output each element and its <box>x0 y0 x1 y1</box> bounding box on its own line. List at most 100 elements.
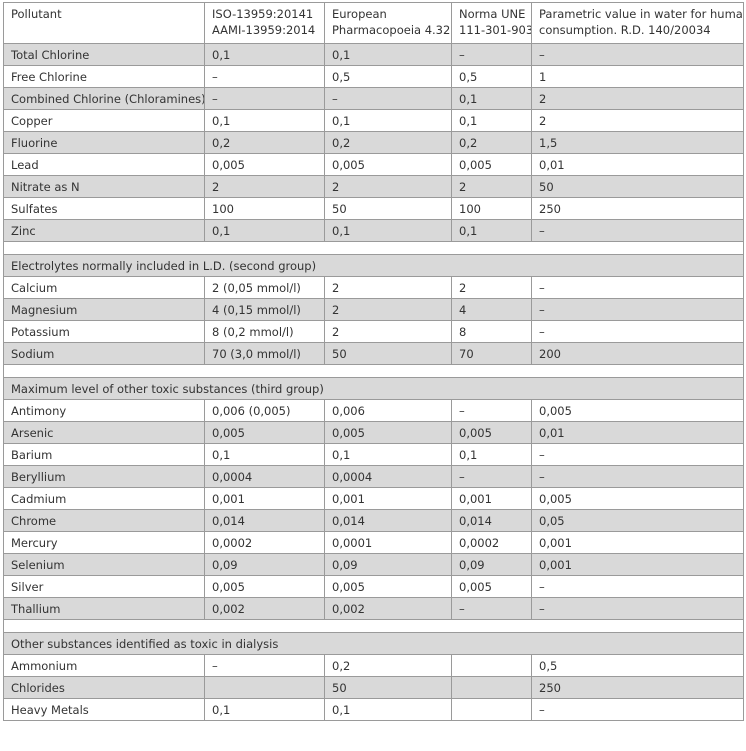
table-cell: 0,005 <box>204 153 325 176</box>
table-cell: – <box>451 43 532 66</box>
spacer-cell <box>531 619 744 633</box>
table-cell: 0,2 <box>324 131 452 154</box>
table-cell: 0,0004 <box>324 465 452 488</box>
table-cell: 2 <box>324 276 452 299</box>
section-title: Other substances identified as toxic in … <box>3 632 744 655</box>
spacer-cell <box>204 619 325 633</box>
table-cell: 0,001 <box>451 487 532 510</box>
table-cell: 250 <box>531 676 744 699</box>
table-cell: 2 (0,05 mmol/l) <box>204 276 325 299</box>
header-line: Parametric value in water for human <box>539 7 744 21</box>
table-cell: – <box>324 87 452 110</box>
table-cell: 0,0002 <box>204 531 325 554</box>
table-cell: – <box>531 575 744 598</box>
table-cell: Mercury <box>3 531 205 554</box>
header-cell: ISO-13959:20141 AAMI-13959:2014 <box>204 2 325 44</box>
table-cell: Cadmium <box>3 487 205 510</box>
table-cell: 250 <box>531 197 744 220</box>
table-row: Calcium 2 (0,05 mmol/l) 2 2– <box>3 276 744 299</box>
table-cell: 0,0001 <box>324 531 452 554</box>
header-line: AAMI-13959:2014 <box>212 23 316 37</box>
table-cell: Thallium <box>3 597 205 620</box>
table-cell: 50 <box>531 175 744 198</box>
table-cell: 2 <box>324 175 452 198</box>
spacer-cell <box>3 241 205 255</box>
table-cell: – <box>531 43 744 66</box>
table-cell: 70 <box>451 342 532 365</box>
table-cell: 0,005 <box>204 421 325 444</box>
table-cell: 2 <box>451 175 532 198</box>
spacer-cell <box>324 241 452 255</box>
table-cell: Free Chlorine <box>3 65 205 88</box>
table-cell: 0,1 <box>204 443 325 466</box>
table-cell: Silver <box>3 575 205 598</box>
table-cell: – <box>531 465 744 488</box>
table-row: Silver 0,005 0,005 0,005– <box>3 575 744 598</box>
table-cell: 0,01 <box>531 421 744 444</box>
section-title-row: Electrolytes normally included in L.D. (… <box>3 254 744 277</box>
table-cell: 0,2 <box>324 654 452 677</box>
table-row: Nitrate as N 2 2 2 50 <box>3 175 744 198</box>
table-cell: 50 <box>324 676 452 699</box>
table-cell: 200 <box>531 342 744 365</box>
table-row: Sulfates 100 50 100 250 <box>3 197 744 220</box>
table-cell <box>451 654 532 677</box>
table-cell: – <box>451 465 532 488</box>
table-cell: 0,1 <box>451 109 532 132</box>
table-row: Copper 0,1 0,1 0,1 2 <box>3 109 744 132</box>
table-cell: 0,5 <box>451 65 532 88</box>
table-cell: Beryllium <box>3 465 205 488</box>
table-row: Total Chlorine 0,1 0,1– – <box>3 43 744 66</box>
table-cell: 0,006 <box>324 399 452 422</box>
table-cell: Total Chlorine <box>3 43 205 66</box>
table-cell: – <box>531 276 744 299</box>
table-cell: 0,001 <box>204 487 325 510</box>
table-cell: – <box>531 219 744 242</box>
header-line: ISO-13959:20141 <box>212 7 314 21</box>
table-cell: 0,001 <box>531 553 744 576</box>
table-cell: Chlorides <box>3 676 205 699</box>
table-cell: 1 <box>531 65 744 88</box>
table-row: Barium 0,1 0,1 0,1– <box>3 443 744 466</box>
table-cell: 0,1 <box>324 43 452 66</box>
table-cell: 0,05 <box>531 509 744 532</box>
table-cell: Sodium <box>3 342 205 365</box>
table-cell: 0,09 <box>324 553 452 576</box>
table-cell: – <box>204 654 325 677</box>
table-cell: Barium <box>3 443 205 466</box>
section-title: Maximum level of other toxic substances … <box>3 377 744 400</box>
table-cell: 4 (0,15 mmol/l) <box>204 298 325 321</box>
table-row: Thallium 0,002 0,002– – <box>3 597 744 620</box>
table-cell: 1,5 <box>531 131 744 154</box>
table-row: Selenium 0,09 0,09 0,09 0,001 <box>3 553 744 576</box>
table-row: Potassium 8 (0,2 mmol/l) 2 8– <box>3 320 744 343</box>
table-cell: 0,005 <box>451 153 532 176</box>
table-cell: 0,0004 <box>204 465 325 488</box>
table-row: Chlorides 50 250 <box>3 676 744 699</box>
table-cell: 100 <box>451 197 532 220</box>
table-cell: 0,005 <box>451 575 532 598</box>
table-cell: Sulfates <box>3 197 205 220</box>
table-cell: – <box>531 597 744 620</box>
table-cell: 0,005 <box>324 153 452 176</box>
spacer-cell <box>531 241 744 255</box>
table-row: Free Chlorine –0,5 0,5 1 <box>3 65 744 88</box>
table-cell: 8 (0,2 mmol/l) <box>204 320 325 343</box>
header-cell: Parametric value in water for human consu… <box>531 2 744 44</box>
table-cell <box>204 676 325 699</box>
table-cell: 100 <box>204 197 325 220</box>
section-title: Electrolytes normally included in L.D. (… <box>3 254 744 277</box>
table-cell: – <box>204 87 325 110</box>
table-cell: 2 <box>324 320 452 343</box>
table-cell: – <box>531 298 744 321</box>
table-cell: 0,2 <box>204 131 325 154</box>
table-cell: 4 <box>451 298 532 321</box>
header-line: consumption. R.D. 140/20034 <box>539 23 711 37</box>
table-cell: 0,1 <box>324 219 452 242</box>
table-cell: 0,1 <box>451 87 532 110</box>
table-cell: 0,01 <box>531 153 744 176</box>
spacer-row <box>3 241 744 255</box>
table-cell <box>451 676 532 699</box>
table-row: Sodium 70 (3,0 mmol/l) 50 70 200 <box>3 342 744 365</box>
table-row: Cadmium 0,001 0,001 0,001 0,005 <box>3 487 744 510</box>
